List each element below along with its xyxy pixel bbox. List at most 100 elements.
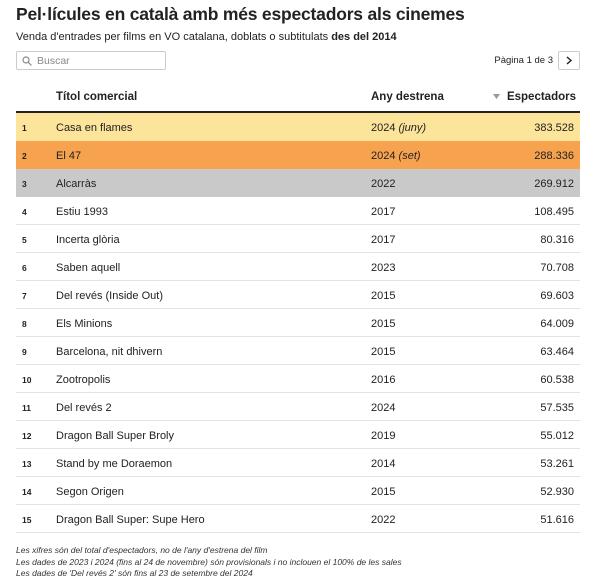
rank: 11 [22,403,31,413]
year: 2024 [371,402,396,414]
release-year: 2024 (juny) [371,122,426,134]
table-row: 7 Del revés (Inside Out) 2015 69.603 [16,281,580,309]
chevron-icon [566,56,573,65]
subtitle: Venda d'entrades per films en VO catalan… [16,31,397,43]
year: 2022 [371,514,396,526]
column-header[interactable]: Títol comercial [56,91,138,103]
spectators: 52.930 [540,486,574,498]
rank: 12 [22,431,32,441]
film-title: Estiu 1993 [56,206,108,218]
release-year: 2015 [371,290,395,302]
year: 2017 [371,234,396,246]
film-title: Del revés (Inside Out) [56,290,163,302]
release-year: 2015 [371,318,395,330]
table-row: 6 Saben aquell 2023 70.708 [16,253,580,281]
release-year: 2022 [371,514,395,526]
film-title: Zootropolis [56,374,111,386]
spectators: 64.009 [540,318,574,330]
film-title: Stand by me Doraemon [56,458,173,470]
release-year: 2024 [371,402,395,414]
film-title: Saben aquell [56,262,121,274]
search-icon [22,56,32,66]
spectators: 55.012 [540,430,574,442]
column-header[interactable]: Any destrena [371,91,444,103]
search-box[interactable]: Buscar [16,51,166,70]
film-title: Dragon Ball Super: Supe Hero [56,514,205,526]
rank: 8 [22,319,27,329]
film-title: Del revés 2 [56,402,112,414]
column-header[interactable]: Espectadors [492,91,576,103]
spectators: 288.336 [534,150,574,162]
spectators: 51.616 [540,514,574,526]
column-header-text: Espectadors [506,91,576,103]
sort-arrow [492,94,500,99]
year-note: (set) [398,150,421,162]
table-row: 5 Incerta glòria 2017 80.316 [16,225,580,253]
subtitle-text: Venda d'entrades per films en VO catalan… [16,31,329,43]
footnote: Les xifres són del total d'espectadors, … [16,545,268,555]
next-page-button[interactable] [558,51,580,70]
pagination-label: Pàgina 1 de 3 [494,55,553,66]
film-title: Barcelona, nit dhivern [56,346,163,358]
rank: 10 [22,375,32,385]
film-title: Incerta glòria [56,234,120,246]
rank: 2 [22,151,27,161]
release-year: 2023 [371,262,395,274]
release-year: 2016 [371,374,395,386]
year: 2015 [371,318,396,330]
year: 2017 [371,206,396,218]
spectators: 69.603 [540,290,574,302]
rank: 3 [22,179,27,189]
spectators: 383.528 [534,122,574,134]
table-row: 4 Estiu 1993 2017 108.495 [16,197,580,225]
year: 2014 [371,458,396,470]
film-title: Segon Origen [56,486,124,498]
table-row: 14 Segon Origen 2015 52.930 [16,477,580,505]
title: Pel·lícules en català amb més espectador… [16,4,465,24]
year: 2023 [371,262,396,274]
year: 2015 [371,346,396,358]
rank: 7 [22,291,27,301]
table-row: 1 Casa en flames 2024 (juny) 383.528 [16,113,580,141]
spectators: 108.495 [534,206,574,218]
table-row: 9 Barcelona, nit dhivern 2015 63.464 [16,337,580,365]
year: 2016 [371,374,396,386]
release-year: 2017 [371,234,395,246]
subtitle-bold: des del 2014 [331,31,397,43]
film-title: Casa en flames [56,122,133,134]
table-row: 3 Alcarràs 2022 269.912 [16,169,580,197]
release-year: 2022 [371,178,395,190]
spectators: 70.708 [540,262,574,274]
table-row: 2 El 47 2024 (set) 288.336 [16,141,580,169]
rank: 6 [22,263,27,273]
spectators: 63.464 [540,346,574,358]
year: 2024 [371,122,396,134]
rank: 5 [22,235,27,245]
table-row: 11 Del revés 2 2024 57.535 [16,393,580,421]
film-title: Alcarràs [56,178,97,190]
rank: 9 [22,347,27,357]
year: 2022 [371,178,396,190]
rank: 1 [22,123,27,133]
spectators: 60.538 [540,374,574,386]
film-title: Dragon Ball Super Broly [56,430,175,442]
year: 2015 [371,290,396,302]
release-year: 2015 [371,346,395,358]
table-row: 12 Dragon Ball Super Broly 2019 55.012 [16,421,580,449]
film-title: El 47 [56,150,82,162]
release-year: 2019 [371,430,395,442]
release-year: 2017 [371,206,395,218]
spectators: 57.535 [540,402,574,414]
spectators: 53.261 [540,458,574,470]
table-row: 13 Stand by me Doraemon 2014 53.261 [16,449,580,477]
rank: 15 [22,515,32,525]
rank: 14 [22,487,32,497]
year-note: (juny) [398,122,427,134]
spectators: 269.912 [534,178,574,190]
table-row: 15 Dragon Ball Super: Supe Hero 2022 51.616 [16,505,580,533]
spectators: 80.316 [540,234,574,246]
release-year: 2015 [371,486,395,498]
header-rule [16,111,580,113]
search-placeholder: Buscar [37,55,70,67]
